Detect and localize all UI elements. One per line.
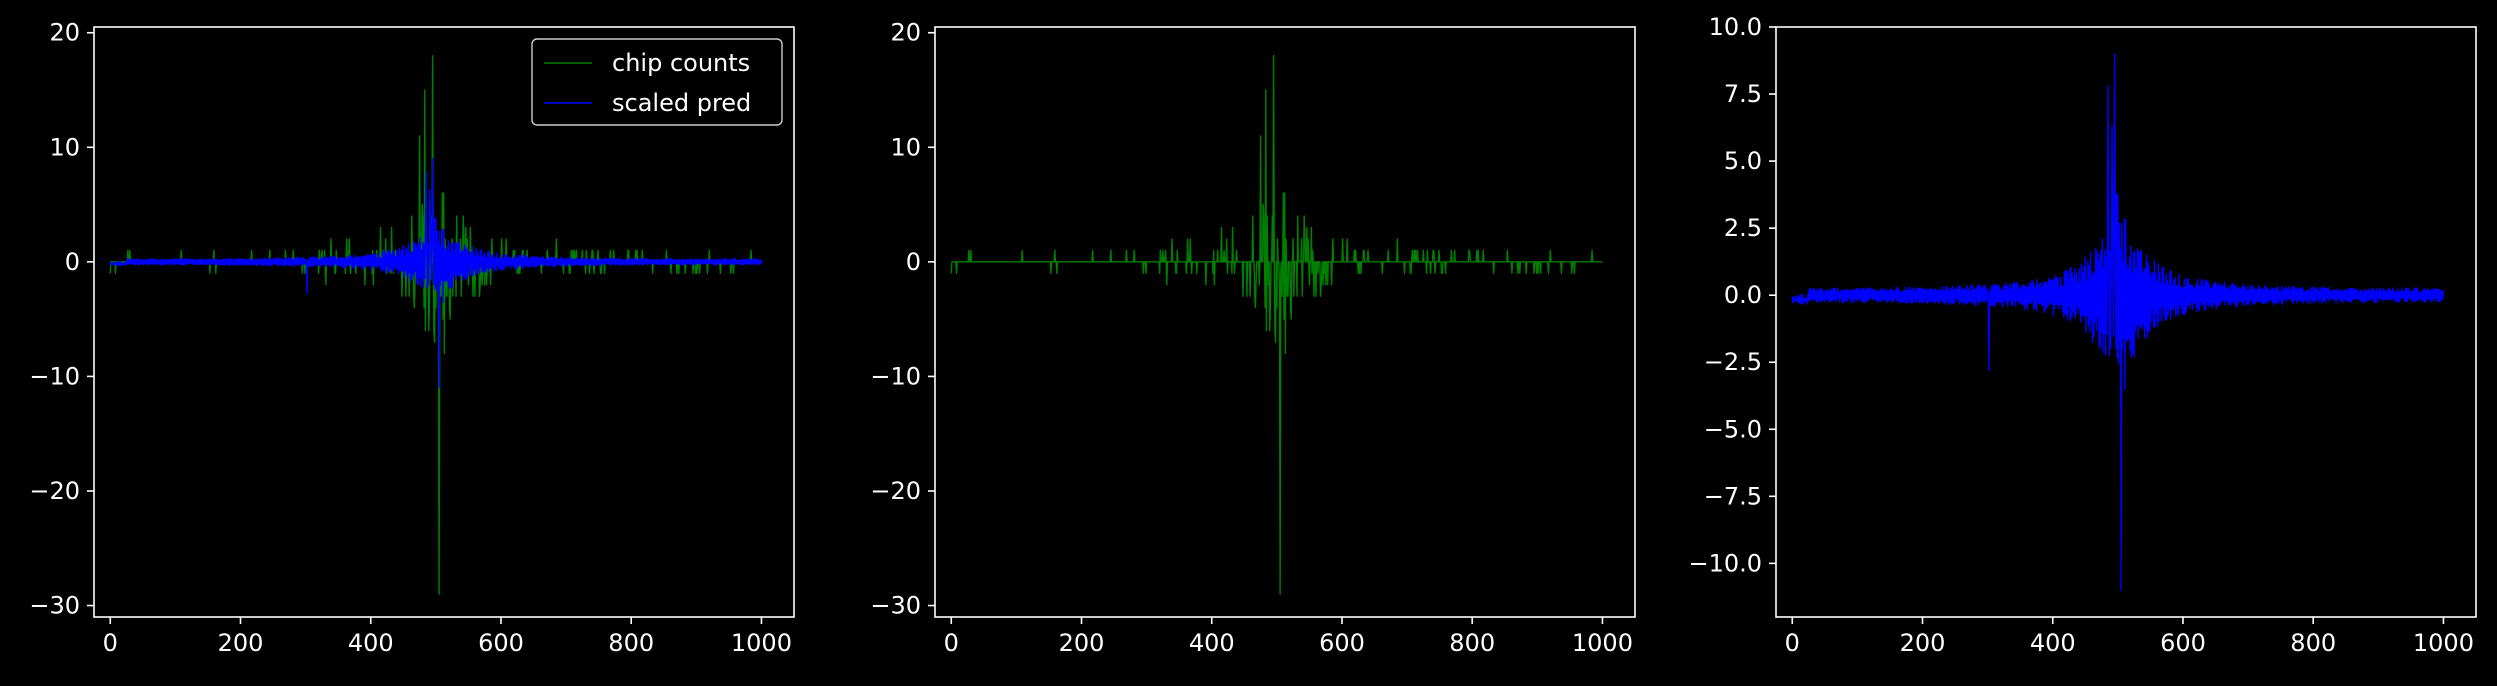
x-tick-label: 400 xyxy=(2030,629,2076,657)
legend-box xyxy=(531,38,783,126)
y-tick-label: 20 xyxy=(890,19,921,47)
y-tick-label: −10 xyxy=(29,362,80,390)
x-tick-label: 1000 xyxy=(731,629,792,657)
y-tick-label: 0.0 xyxy=(1724,281,1762,309)
x-tick-label: 0 xyxy=(1785,629,1800,657)
y-tick-label: 7.5 xyxy=(1724,80,1762,108)
series-line-scaled-pred xyxy=(109,158,763,389)
y-tick-label: 10 xyxy=(890,133,921,161)
x-tick-label: 800 xyxy=(1449,629,1495,657)
y-tick-label: 5.0 xyxy=(1724,147,1762,175)
plot-area xyxy=(109,54,763,595)
y-tick-label: 10 xyxy=(49,133,80,161)
y-tick-label: 10.0 xyxy=(1709,13,1762,41)
y-tick-label: −30 xyxy=(29,592,80,620)
y-tick-label: 0 xyxy=(65,248,80,276)
plot-area xyxy=(950,54,1603,595)
y-tick-label: −2.5 xyxy=(1704,348,1762,376)
x-tick-label: 400 xyxy=(1189,629,1235,657)
series-line-counts xyxy=(950,54,1603,595)
x-tick-label: 400 xyxy=(348,629,394,657)
x-tick-label: 200 xyxy=(1059,629,1105,657)
x-tick-label: 0 xyxy=(103,629,118,657)
x-tick-label: 0 xyxy=(944,629,959,657)
series-line-pred xyxy=(1791,53,2445,591)
x-tick-label: 800 xyxy=(2290,629,2336,657)
y-tick-label: 2.5 xyxy=(1724,214,1762,242)
y-tick-label: −20 xyxy=(870,477,921,505)
legend-label: scaled pred xyxy=(612,89,751,117)
axes-frame xyxy=(1775,26,2477,618)
x-tick-label: 1000 xyxy=(2413,629,2474,657)
y-tick-label: 0 xyxy=(906,248,921,276)
x-tick-label: 1000 xyxy=(1572,629,1633,657)
axes-frame xyxy=(934,26,1636,618)
chart-panel-1: 0 200 400 600 800 1000 −30 −20 −10 0 10 20 chip coun… xyxy=(29,19,795,657)
x-tick-label: 600 xyxy=(1319,629,1365,657)
chart-panel-2: 0 200 400 600 800 1000 −30 −20 −10 0 10 20 xyxy=(870,19,1636,657)
x-tick-label: 200 xyxy=(218,629,264,657)
y-tick-label: −5.0 xyxy=(1704,415,1762,443)
legend-label: chip counts xyxy=(612,49,750,77)
x-tick-label: 600 xyxy=(2160,629,2206,657)
legend: chip counts scaled pred xyxy=(531,38,783,126)
y-tick-label: −7.5 xyxy=(1704,482,1762,510)
y-tick-label: −10 xyxy=(870,362,921,390)
y-tick-label: −10.0 xyxy=(1688,549,1762,577)
y-tick-label: −20 xyxy=(29,477,80,505)
x-tick-label: 200 xyxy=(1900,629,1946,657)
chart-panel-3: 0 200 400 600 800 1000 −10.0 −7.5 −5.0 −2.5 0.0 2.5… xyxy=(1688,13,2477,657)
x-tick-label: 800 xyxy=(608,629,654,657)
plot-area xyxy=(1791,53,2445,591)
axes-frame xyxy=(93,26,795,618)
y-tick-label: 20 xyxy=(49,19,80,47)
x-tick-label: 600 xyxy=(478,629,524,657)
series-line-chip-counts xyxy=(109,54,762,595)
y-tick-label: −30 xyxy=(870,592,921,620)
